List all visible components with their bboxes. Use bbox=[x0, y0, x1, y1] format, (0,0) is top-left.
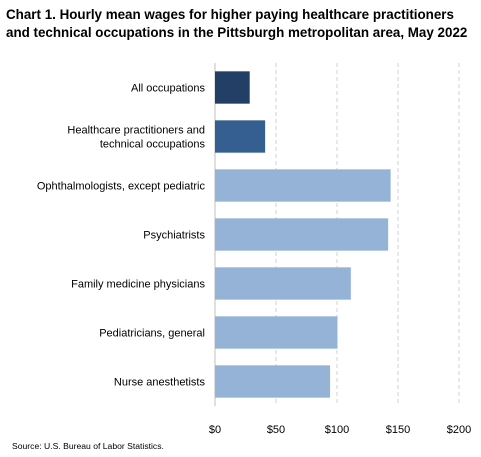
category-label: Healthcare practitioners and technical oc… bbox=[67, 125, 205, 151]
chart-title: Chart 1. Hourly mean wages for higher pa… bbox=[6, 7, 468, 40]
category-label: Ophthalmologists, except pediatric bbox=[37, 181, 206, 193]
bar bbox=[215, 316, 338, 349]
bar bbox=[215, 120, 266, 153]
category-labels: All occupations Healthcare practitioners … bbox=[37, 83, 206, 389]
x-tick-label: $0 bbox=[209, 424, 221, 436]
bars bbox=[215, 71, 391, 398]
category-label: Nurse anesthetists bbox=[114, 377, 206, 389]
bar bbox=[215, 218, 389, 251]
source-note: Source: U.S. Bureau of Labor Statistics. bbox=[12, 441, 164, 451]
category-label: Family medicine physicians bbox=[71, 279, 205, 291]
x-tick-label: $200 bbox=[447, 424, 471, 436]
category-label: Psychiatrists bbox=[143, 230, 205, 242]
category-label: All occupations bbox=[131, 83, 205, 95]
x-tick-label: $50 bbox=[267, 424, 285, 436]
bar bbox=[215, 267, 351, 300]
bar bbox=[215, 71, 250, 104]
bar bbox=[215, 365, 331, 398]
x-tick-label: $100 bbox=[325, 424, 349, 436]
bar bbox=[215, 169, 391, 202]
category-label: Pediatricians, general bbox=[99, 328, 205, 340]
x-tick-label: $150 bbox=[386, 424, 410, 436]
x-tick-labels: $0 $50 $100 $150 $200 bbox=[209, 424, 471, 436]
